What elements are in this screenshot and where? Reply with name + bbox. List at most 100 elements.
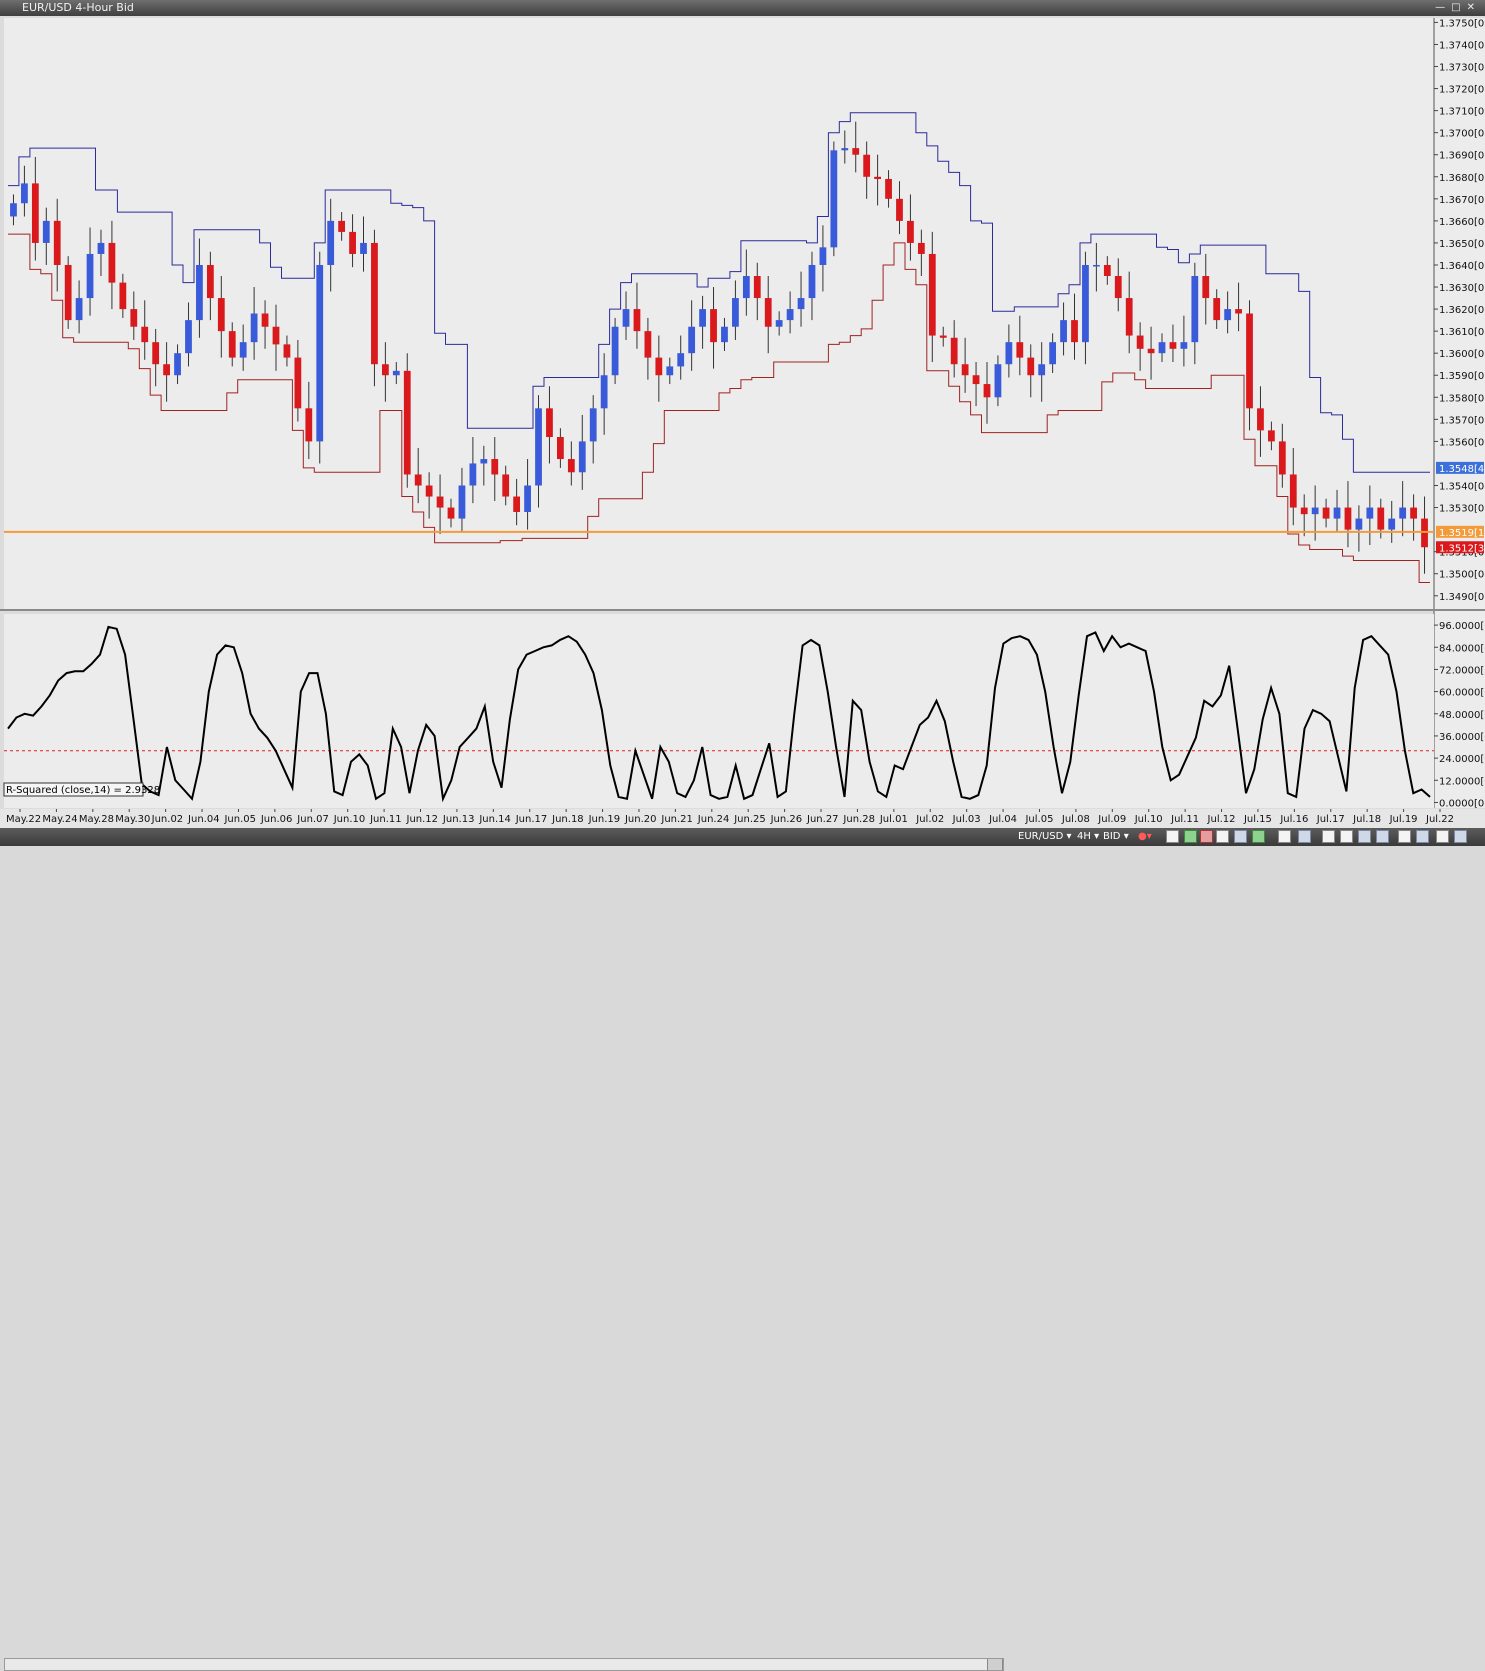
horizontal-scrollbar[interactable] (4, 1658, 1004, 1671)
chart-type-icon[interactable] (1166, 830, 1179, 843)
date-tick-label: Jun.07 (296, 814, 329, 825)
symbol-selector[interactable]: EUR/USD ▾ (1018, 831, 1072, 842)
candle-body (206, 264, 214, 299)
candle-body (491, 459, 499, 475)
candle-body (10, 203, 17, 217)
timeframe-selector[interactable]: 4H ▾ (1077, 831, 1100, 842)
candle-body (961, 364, 969, 376)
candle-body (972, 375, 980, 385)
candle-body (907, 220, 914, 243)
date-tick-label: Jun.10 (333, 814, 366, 825)
scroll-thumb[interactable] (987, 1659, 1003, 1670)
crosshair-icon[interactable] (1298, 830, 1311, 843)
candle-body (1103, 264, 1111, 277)
candle-body (185, 320, 192, 354)
candle-body (688, 326, 696, 354)
bars-icon[interactable] (1234, 830, 1247, 843)
candles-icon[interactable] (1216, 830, 1229, 843)
chart-area[interactable]: 1.3750[0] 1.3740[0] 1.3730[0] 1.3720[0] 1.37… (0, 16, 1485, 828)
candle-body (928, 253, 936, 336)
candle-body (141, 326, 149, 343)
scroll-left-icon[interactable] (1358, 830, 1371, 843)
print-icon[interactable] (1416, 830, 1429, 843)
settings-icon[interactable] (1436, 830, 1449, 843)
candle-body (1257, 408, 1264, 431)
candle-body (97, 242, 105, 254)
candle-body (1060, 320, 1067, 343)
indicator-color-icon[interactable]: ●▾ (1138, 831, 1152, 842)
candle-body (447, 507, 455, 519)
indicator-tick-label: 72.0000[0] (1439, 665, 1485, 676)
window-controls[interactable]: —□✕ (1435, 0, 1481, 16)
date-tick-label: Jul.04 (988, 814, 1017, 825)
indicator-pane: 96.0000[0] 84.0000[0] 72.0000[0] 60.0000[0]… (3, 614, 1485, 809)
candle-body (852, 148, 860, 155)
candle-body (371, 242, 378, 365)
candle-body (21, 183, 28, 204)
candle-body (1071, 320, 1078, 343)
scroll-right-icon[interactable] (1376, 830, 1389, 843)
price-tick-label: 1.3660[0] (1439, 217, 1485, 228)
save-icon[interactable] (1454, 830, 1467, 843)
price-tick-label: 1.3630[0] (1439, 283, 1485, 294)
candle-body (1191, 276, 1199, 343)
date-tick-label: Jun.17 (515, 814, 548, 825)
candle-body (392, 370, 400, 376)
candle-body (458, 485, 466, 519)
price-tick-label: 1.3610[0] (1439, 327, 1485, 338)
date-tick-label: Jun.20 (624, 814, 657, 825)
add-indicator-icon[interactable] (1184, 830, 1197, 843)
line-chart-icon[interactable] (1252, 830, 1265, 843)
candle-body (250, 313, 258, 343)
price-side-selector[interactable]: BID ▾ (1103, 831, 1129, 842)
candle-body (589, 408, 597, 442)
candle-body (217, 298, 225, 332)
zoom-out-icon[interactable] (1340, 830, 1353, 843)
date-tick-label: Jul.02 (915, 814, 944, 825)
zoom-in-icon[interactable] (1322, 830, 1335, 843)
price-tick-label: 1.3710[0] (1439, 107, 1485, 118)
date-tick-label: May.30 (115, 814, 150, 825)
candle-body (524, 485, 531, 512)
indicator-tick-label: 60.0000[0] (1439, 688, 1485, 699)
candle-body (86, 253, 94, 299)
indicator-plot-bg (4, 614, 1434, 808)
fit-icon[interactable] (1398, 830, 1411, 843)
price-marker-label: 1.3548[4] (1439, 464, 1485, 475)
status-bar: EUR/USD ▾ 4H ▾ BID ▾ ●▾ (0, 828, 1485, 1671)
indicator-tick-label: 24.0000[0] (1439, 754, 1485, 765)
price-marker (1436, 525, 1484, 538)
price-tick-label: 1.3670[0] (1439, 195, 1485, 206)
date-tick-label: Jul.19 (1389, 814, 1418, 825)
candle-body (622, 309, 630, 327)
candle-body (31, 183, 39, 243)
close-icon[interactable]: ✕ (1466, 2, 1481, 13)
candle-body (819, 247, 827, 265)
candle-body (1399, 507, 1407, 519)
candle-body (917, 242, 925, 254)
candle-body (753, 276, 761, 299)
candle-body (436, 496, 444, 508)
date-tick-label: Jun.27 (806, 814, 839, 825)
candle-body (1005, 342, 1013, 365)
candle-body (1355, 518, 1363, 530)
candle-body (1136, 335, 1144, 349)
candle-body (830, 150, 838, 248)
minimize-icon[interactable]: — (1435, 2, 1452, 13)
candle-body (896, 198, 903, 221)
window-titlebar[interactable]: EUR/USD 4-Hour Bid —□✕ (0, 0, 1485, 16)
date-tick-label: May.24 (42, 814, 77, 825)
date-tick-label: Jul.22 (1425, 814, 1454, 825)
cursor-icon[interactable] (1278, 830, 1291, 843)
candle-body (1038, 364, 1046, 376)
grid-icon[interactable] (1200, 830, 1213, 843)
maximize-icon[interactable]: □ (1451, 2, 1467, 13)
candle-body (130, 309, 138, 327)
candle-body (196, 264, 203, 321)
candle-body (546, 408, 553, 437)
candle-body (480, 459, 488, 464)
candle-body (1311, 507, 1319, 515)
price-marker-label: 1.3519[1] (1439, 528, 1485, 539)
candle-body (885, 178, 892, 199)
indicator-legend-label: R-Squared (close,14) = 2.9328 (6, 785, 160, 796)
